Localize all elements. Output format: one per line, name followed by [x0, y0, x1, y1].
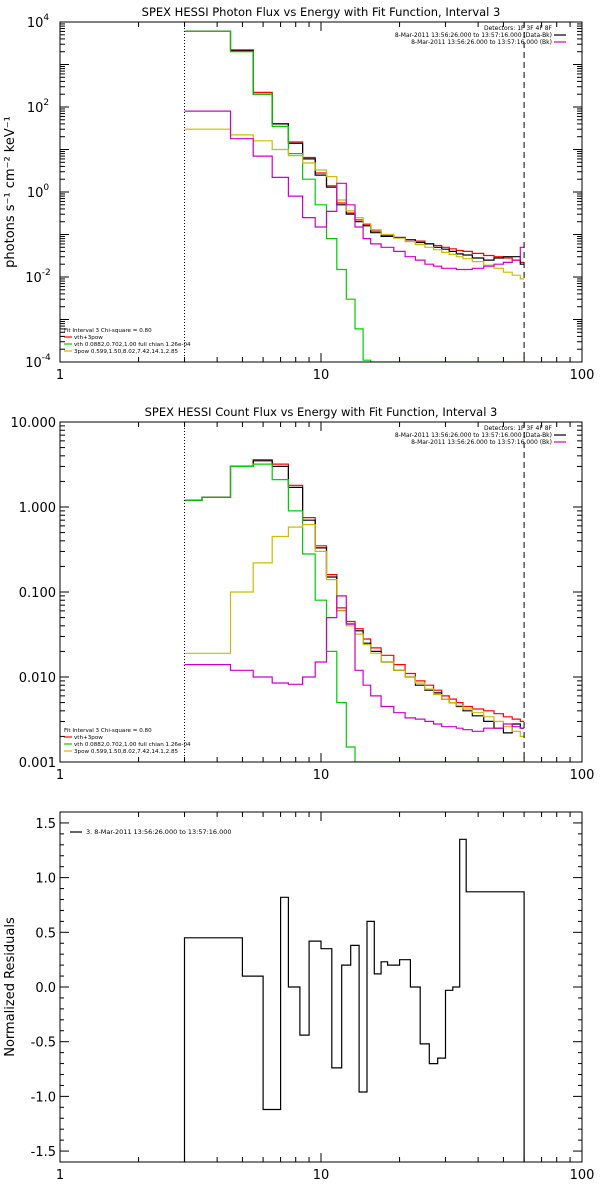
- y-tick-label: 0.0: [35, 981, 56, 996]
- chart-title: SPEX HESSI Photon Flux vs Energy with Fi…: [142, 5, 501, 19]
- x-tick-label: 10: [313, 368, 330, 383]
- series-line-4: [184, 128, 525, 280]
- x-tick-label: 10: [313, 1168, 330, 1183]
- legend-entry: Detectors: 1F 3F 4F 8F: [484, 425, 553, 432]
- x-tick-label: 1: [56, 368, 64, 383]
- y-tick-label: 0.5: [35, 926, 56, 941]
- legend-entry: Fit Interval 3 Chi-square = 0.80: [64, 728, 152, 734]
- x-tick-label: 1: [56, 1168, 64, 1183]
- series-line-5: [184, 110, 525, 271]
- legend-entry: 8-Mar-2011 13:56:26.000 to 13:57:16.000 …: [395, 32, 552, 39]
- legend-entry: Detectors: 1F 3F 4F 8F: [484, 25, 553, 32]
- y-tick-label: 102: [27, 98, 49, 116]
- y-tick-label: 1.5: [35, 817, 56, 832]
- chart-3: Normalized Residuals 1 10 100 -1.5 -1.0 -0.5 0.…: [3, 811, 595, 1183]
- series-line-4: [184, 524, 525, 737]
- x-tick-label: 10: [313, 768, 330, 783]
- series-line-2: [184, 30, 525, 265]
- y-tick-label: 104: [27, 13, 50, 31]
- legend-entry: vth+3pow: [74, 735, 103, 741]
- y-tick-label: -0.5: [31, 1036, 56, 1051]
- series-line-1: [184, 459, 525, 722]
- plot-frame: [59, 21, 583, 363]
- legend-entry: vth 0.0882,0.702,1.00 full chian 1.26e-0…: [74, 742, 191, 748]
- y-axis-label: photons s⁻¹ cm⁻² keV⁻¹: [3, 116, 18, 268]
- y-tick-label: 10.000: [11, 416, 57, 431]
- x-tick-label: 100: [570, 368, 595, 383]
- legend-entry: vth 0.0882,0.702,1.00 full chian 1.26e-0…: [74, 342, 191, 348]
- y-tick-label: 0.001: [19, 756, 56, 771]
- legend-entry: 3. 8-Mar-2011 13:56:26.000 to 13:57:16.0…: [86, 828, 232, 836]
- series-line-3: [184, 30, 525, 362]
- y-tick-label: 1.000: [19, 501, 56, 516]
- series-line-1: [184, 30, 525, 263]
- x-tick-label: 100: [570, 768, 595, 783]
- x-tick-label: 1: [56, 768, 64, 783]
- chart-1: SPEX HESSI Photon Flux vs Energy with Fi…: [3, 5, 594, 383]
- legend-entry: 3pow 0.599,1.50,8.02,7.42,14.1,2.85: [74, 749, 179, 755]
- y-axis-label: Normalized Residuals: [3, 917, 18, 1057]
- series-line-2: [184, 460, 525, 734]
- y-tick-label: -1.0: [31, 1090, 56, 1105]
- y-tick-label: 1.0: [35, 872, 56, 887]
- y-tick-label: 100: [27, 183, 50, 201]
- plot-frame: [59, 421, 583, 763]
- series-line-5: [184, 595, 525, 732]
- legend-entry: 3pow 0.599,1.50,8.02,7.42,14.1,2.85: [74, 349, 179, 355]
- legend-entry: 8-Mar-2011 13:56:26.000 to 13:57:16.000 …: [411, 39, 552, 46]
- y-tick-label: 10-2: [25, 268, 51, 286]
- x-tick-label: 100: [570, 1168, 595, 1183]
- series-line-3: [184, 463, 525, 762]
- plot-frame: [59, 811, 583, 1163]
- legend-entry: vth+3pow: [74, 335, 103, 341]
- series-line-1: [183, 838, 525, 1162]
- y-tick-label: 0.100: [19, 586, 56, 601]
- legend-entry: 8-Mar-2011 13:56:26.000 to 13:57:16.000 …: [395, 432, 552, 439]
- y-tick-label: 0.010: [19, 671, 56, 686]
- legend-entry: 8-Mar-2011 13:56:26.000 to 13:57:16.000 …: [411, 439, 552, 446]
- y-tick-label: 10-4: [25, 353, 51, 371]
- y-tick-label: -1.5: [31, 1145, 56, 1160]
- legend-entry: Fit Interval 3 Chi-square = 0.80: [64, 328, 152, 334]
- chart-title: SPEX HESSI Count Flux vs Energy with Fit…: [145, 405, 498, 419]
- chart-2: SPEX HESSI Count Flux vs Energy with Fit…: [11, 405, 595, 783]
